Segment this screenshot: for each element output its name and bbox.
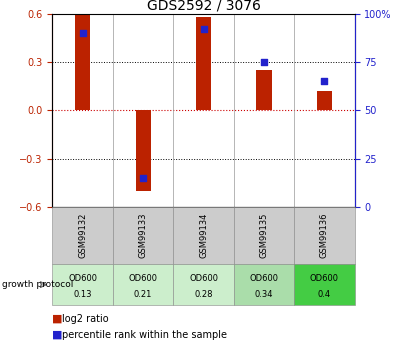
Text: 0.28: 0.28 [194, 290, 213, 299]
Bar [317, 91, 332, 110]
Text: percentile rank within the sample: percentile rank within the sample [62, 330, 227, 339]
Text: GSM99132: GSM99132 [78, 213, 87, 258]
Bar [196, 17, 211, 110]
Bar [135, 110, 151, 191]
Text: OD600: OD600 [189, 274, 218, 283]
Point [261, 59, 267, 65]
Text: 0.4: 0.4 [318, 290, 331, 299]
Text: OD600: OD600 [310, 274, 339, 283]
Text: ■: ■ [52, 330, 63, 339]
Text: 0.34: 0.34 [255, 290, 273, 299]
Point [200, 27, 207, 32]
Text: GSM99133: GSM99133 [139, 213, 147, 258]
Text: OD600: OD600 [129, 274, 158, 283]
Text: GSM99136: GSM99136 [320, 213, 329, 258]
Point [140, 175, 146, 181]
Text: GSM99135: GSM99135 [260, 213, 268, 258]
Text: ■: ■ [52, 314, 63, 324]
Text: GSM99134: GSM99134 [199, 213, 208, 258]
Point [321, 79, 328, 84]
Text: OD600: OD600 [249, 274, 278, 283]
Bar [256, 70, 272, 110]
Text: OD600: OD600 [68, 274, 97, 283]
Point [79, 30, 86, 36]
Text: growth protocol: growth protocol [2, 280, 73, 289]
Text: 0.13: 0.13 [73, 290, 92, 299]
Text: log2 ratio: log2 ratio [62, 314, 109, 324]
Bar [75, 14, 90, 110]
Title: GDS2592 / 3076: GDS2592 / 3076 [147, 0, 260, 13]
Text: 0.21: 0.21 [134, 290, 152, 299]
